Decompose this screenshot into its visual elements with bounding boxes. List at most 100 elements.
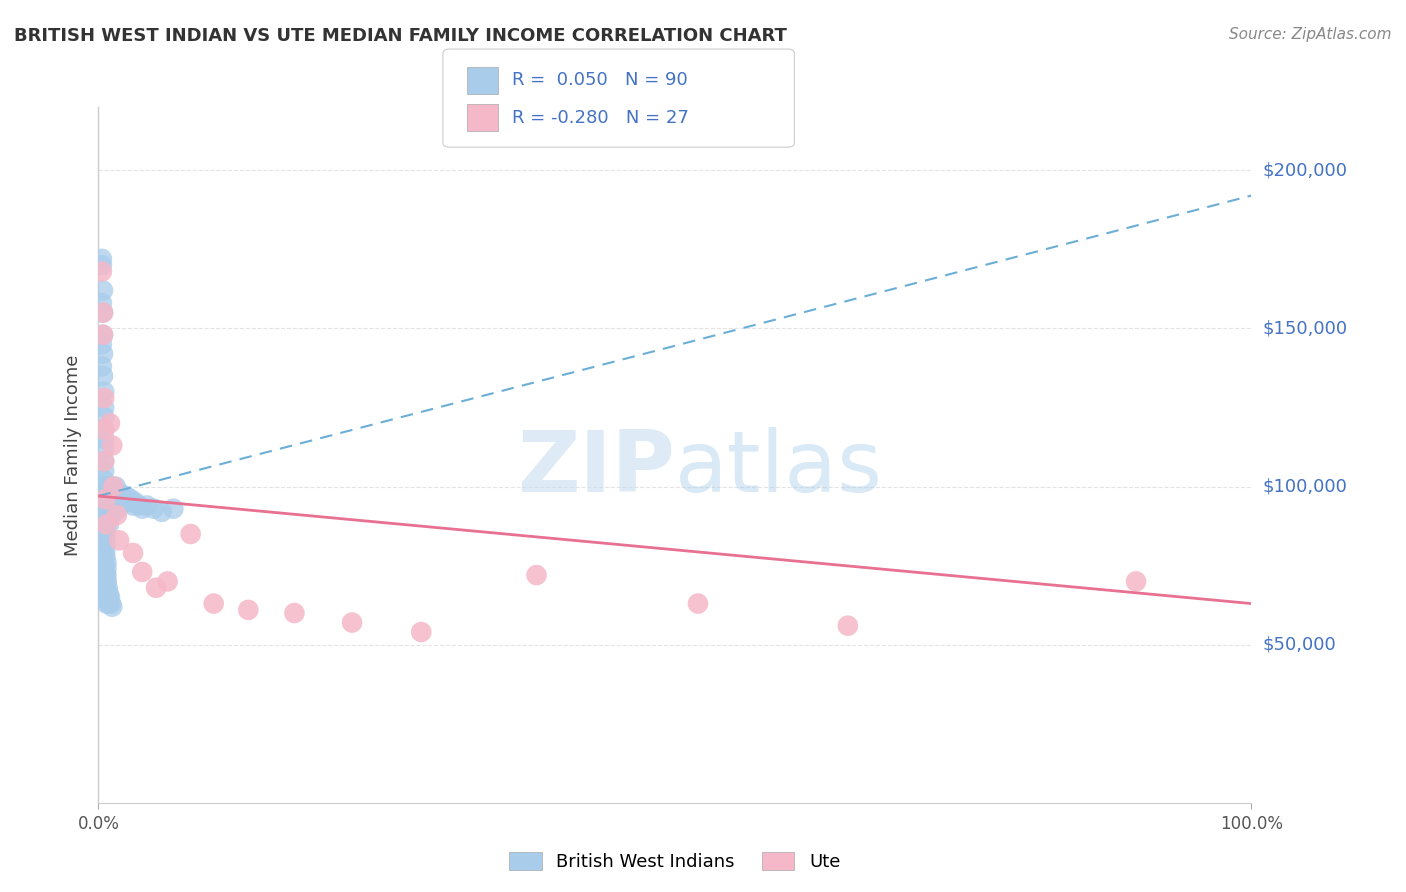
Point <box>94 549 117 563</box>
Point <box>91 587 114 601</box>
Text: $150,000: $150,000 <box>1263 319 1347 337</box>
Point <box>93 423 115 437</box>
Point <box>90 296 112 310</box>
Point <box>90 359 112 374</box>
Point <box>94 577 117 591</box>
Point <box>96 568 118 582</box>
Point <box>108 486 131 500</box>
Point <box>98 501 121 516</box>
Point <box>91 305 114 319</box>
Point <box>93 454 115 468</box>
Point <box>93 423 115 437</box>
Point <box>238 603 260 617</box>
Text: $100,000: $100,000 <box>1263 477 1347 496</box>
Point <box>97 489 120 503</box>
Point <box>142 501 165 516</box>
Point <box>1125 574 1147 589</box>
Text: atlas: atlas <box>675 427 883 510</box>
Point <box>162 501 184 516</box>
Point <box>131 501 153 516</box>
Point <box>94 524 117 538</box>
Point <box>93 499 115 513</box>
Point <box>93 401 115 415</box>
Point <box>104 479 127 493</box>
Point <box>96 583 118 598</box>
Point <box>90 581 112 595</box>
Point <box>90 591 112 605</box>
Point <box>156 574 179 589</box>
Point <box>91 305 114 319</box>
Point <box>91 284 114 298</box>
Text: R =  0.050   N = 90: R = 0.050 N = 90 <box>512 71 688 89</box>
Point <box>124 495 146 509</box>
Point <box>91 347 114 361</box>
Point <box>94 542 117 557</box>
Point <box>135 499 157 513</box>
Point <box>91 574 114 589</box>
Point <box>97 587 120 601</box>
Point <box>96 517 118 532</box>
Point <box>98 591 121 605</box>
Point <box>103 505 125 519</box>
Point <box>98 489 121 503</box>
Point <box>93 492 115 507</box>
Point <box>94 530 117 544</box>
Point <box>145 581 167 595</box>
Point <box>97 517 120 532</box>
Point <box>122 499 145 513</box>
Point <box>93 442 115 456</box>
Text: $200,000: $200,000 <box>1263 161 1347 179</box>
Point <box>94 492 117 507</box>
Text: $50,000: $50,000 <box>1263 636 1336 654</box>
Point <box>112 495 135 509</box>
Point <box>131 565 153 579</box>
Point <box>93 409 115 424</box>
Point <box>686 597 709 611</box>
Point <box>98 479 121 493</box>
Point <box>97 479 120 493</box>
Point <box>101 599 124 614</box>
Point <box>93 464 115 478</box>
Point <box>100 492 122 507</box>
Point <box>837 618 859 632</box>
Point <box>110 489 132 503</box>
Point <box>122 546 145 560</box>
Text: BRITISH WEST INDIAN VS UTE MEDIAN FAMILY INCOME CORRELATION CHART: BRITISH WEST INDIAN VS UTE MEDIAN FAMILY… <box>14 27 787 45</box>
Point <box>94 536 117 550</box>
Point <box>93 517 115 532</box>
Point <box>93 568 115 582</box>
Point <box>97 597 120 611</box>
Point <box>411 625 433 640</box>
Point <box>97 591 120 605</box>
Point <box>101 438 124 452</box>
Point <box>101 501 124 516</box>
Point <box>93 473 115 487</box>
Point <box>94 591 117 605</box>
Point <box>105 492 128 507</box>
Point <box>100 508 122 522</box>
Point <box>96 556 118 570</box>
Point <box>100 597 122 611</box>
Y-axis label: Median Family Income: Median Family Income <box>65 354 83 556</box>
Point <box>93 391 115 405</box>
Point <box>91 327 114 342</box>
Point <box>97 581 120 595</box>
Point <box>97 495 120 509</box>
Point <box>180 527 202 541</box>
Point <box>90 337 112 351</box>
Point <box>202 597 225 611</box>
Point <box>93 505 115 519</box>
Point <box>91 368 114 383</box>
Point <box>283 606 305 620</box>
Point <box>128 499 150 513</box>
Point <box>93 479 115 493</box>
Point <box>90 252 112 266</box>
Text: R = -0.280   N = 27: R = -0.280 N = 27 <box>512 109 689 127</box>
Point <box>98 417 121 431</box>
Point <box>93 486 115 500</box>
Point <box>104 495 127 509</box>
Point <box>107 501 129 516</box>
Point <box>91 327 114 342</box>
Point <box>97 486 120 500</box>
Point <box>115 489 138 503</box>
